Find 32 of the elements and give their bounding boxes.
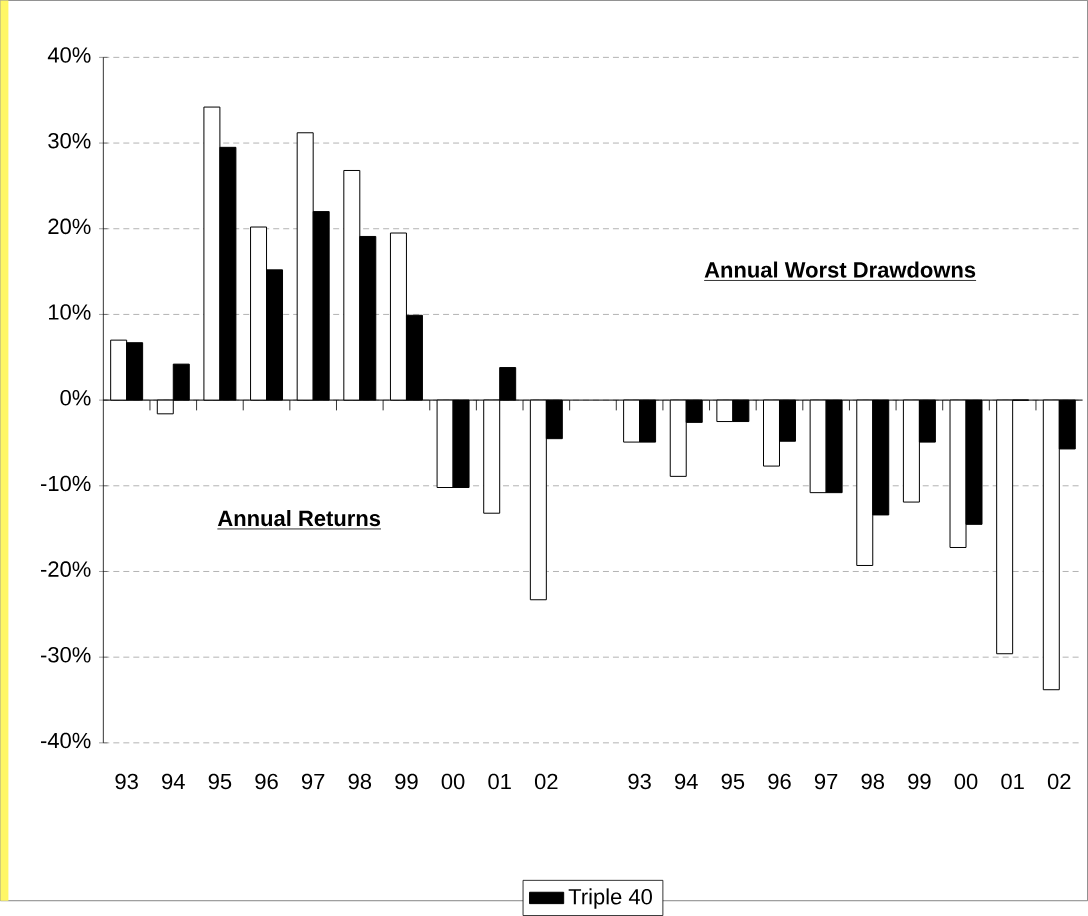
x-tick-label: 94 [162,773,185,790]
x-tick-label: 01 [1001,773,1024,790]
x-tick-label: 97 [814,773,838,790]
x-tick-label: 99 [908,773,931,790]
x-tick-label: 02 [1047,773,1071,790]
x-tick-label: 00 [441,773,465,790]
y-tick-label: 0% [60,389,91,406]
x-tick-label: 97 [301,773,325,790]
y-tick-label: 30% [48,132,91,149]
x-tick-label: 93 [115,773,138,790]
y-tick-label: -40% [40,732,91,749]
x-tick-label: 96 [768,773,791,790]
x-tick-label: 99 [395,773,418,790]
x-tick-label: 93 [628,773,651,790]
y-tick-label: -30% [40,647,91,663]
y-tick-label: 20% [48,218,91,235]
x-tick-label: 95 [721,773,745,790]
x-tick-label: 96 [255,773,278,790]
x-tick-label: 98 [348,773,372,790]
x-tick-label: 01 [488,773,511,790]
y-tick-label: -20% [40,561,91,577]
legend-label: Triple 40 [568,888,652,909]
x-tick-label: 00 [954,773,978,790]
x-tick-label: 95 [208,773,232,790]
annotation: Annual Worst Drawdowns [704,261,976,278]
y-tick-label: -10% [40,475,91,492]
x-tick-label: 94 [675,773,698,790]
y-tick-label: 40% [47,47,91,63]
y-tick-label: 10% [49,304,91,320]
annotation: Annual Returns [217,510,381,527]
x-tick-label: 98 [861,773,885,790]
x-tick-label: 02 [534,773,558,790]
